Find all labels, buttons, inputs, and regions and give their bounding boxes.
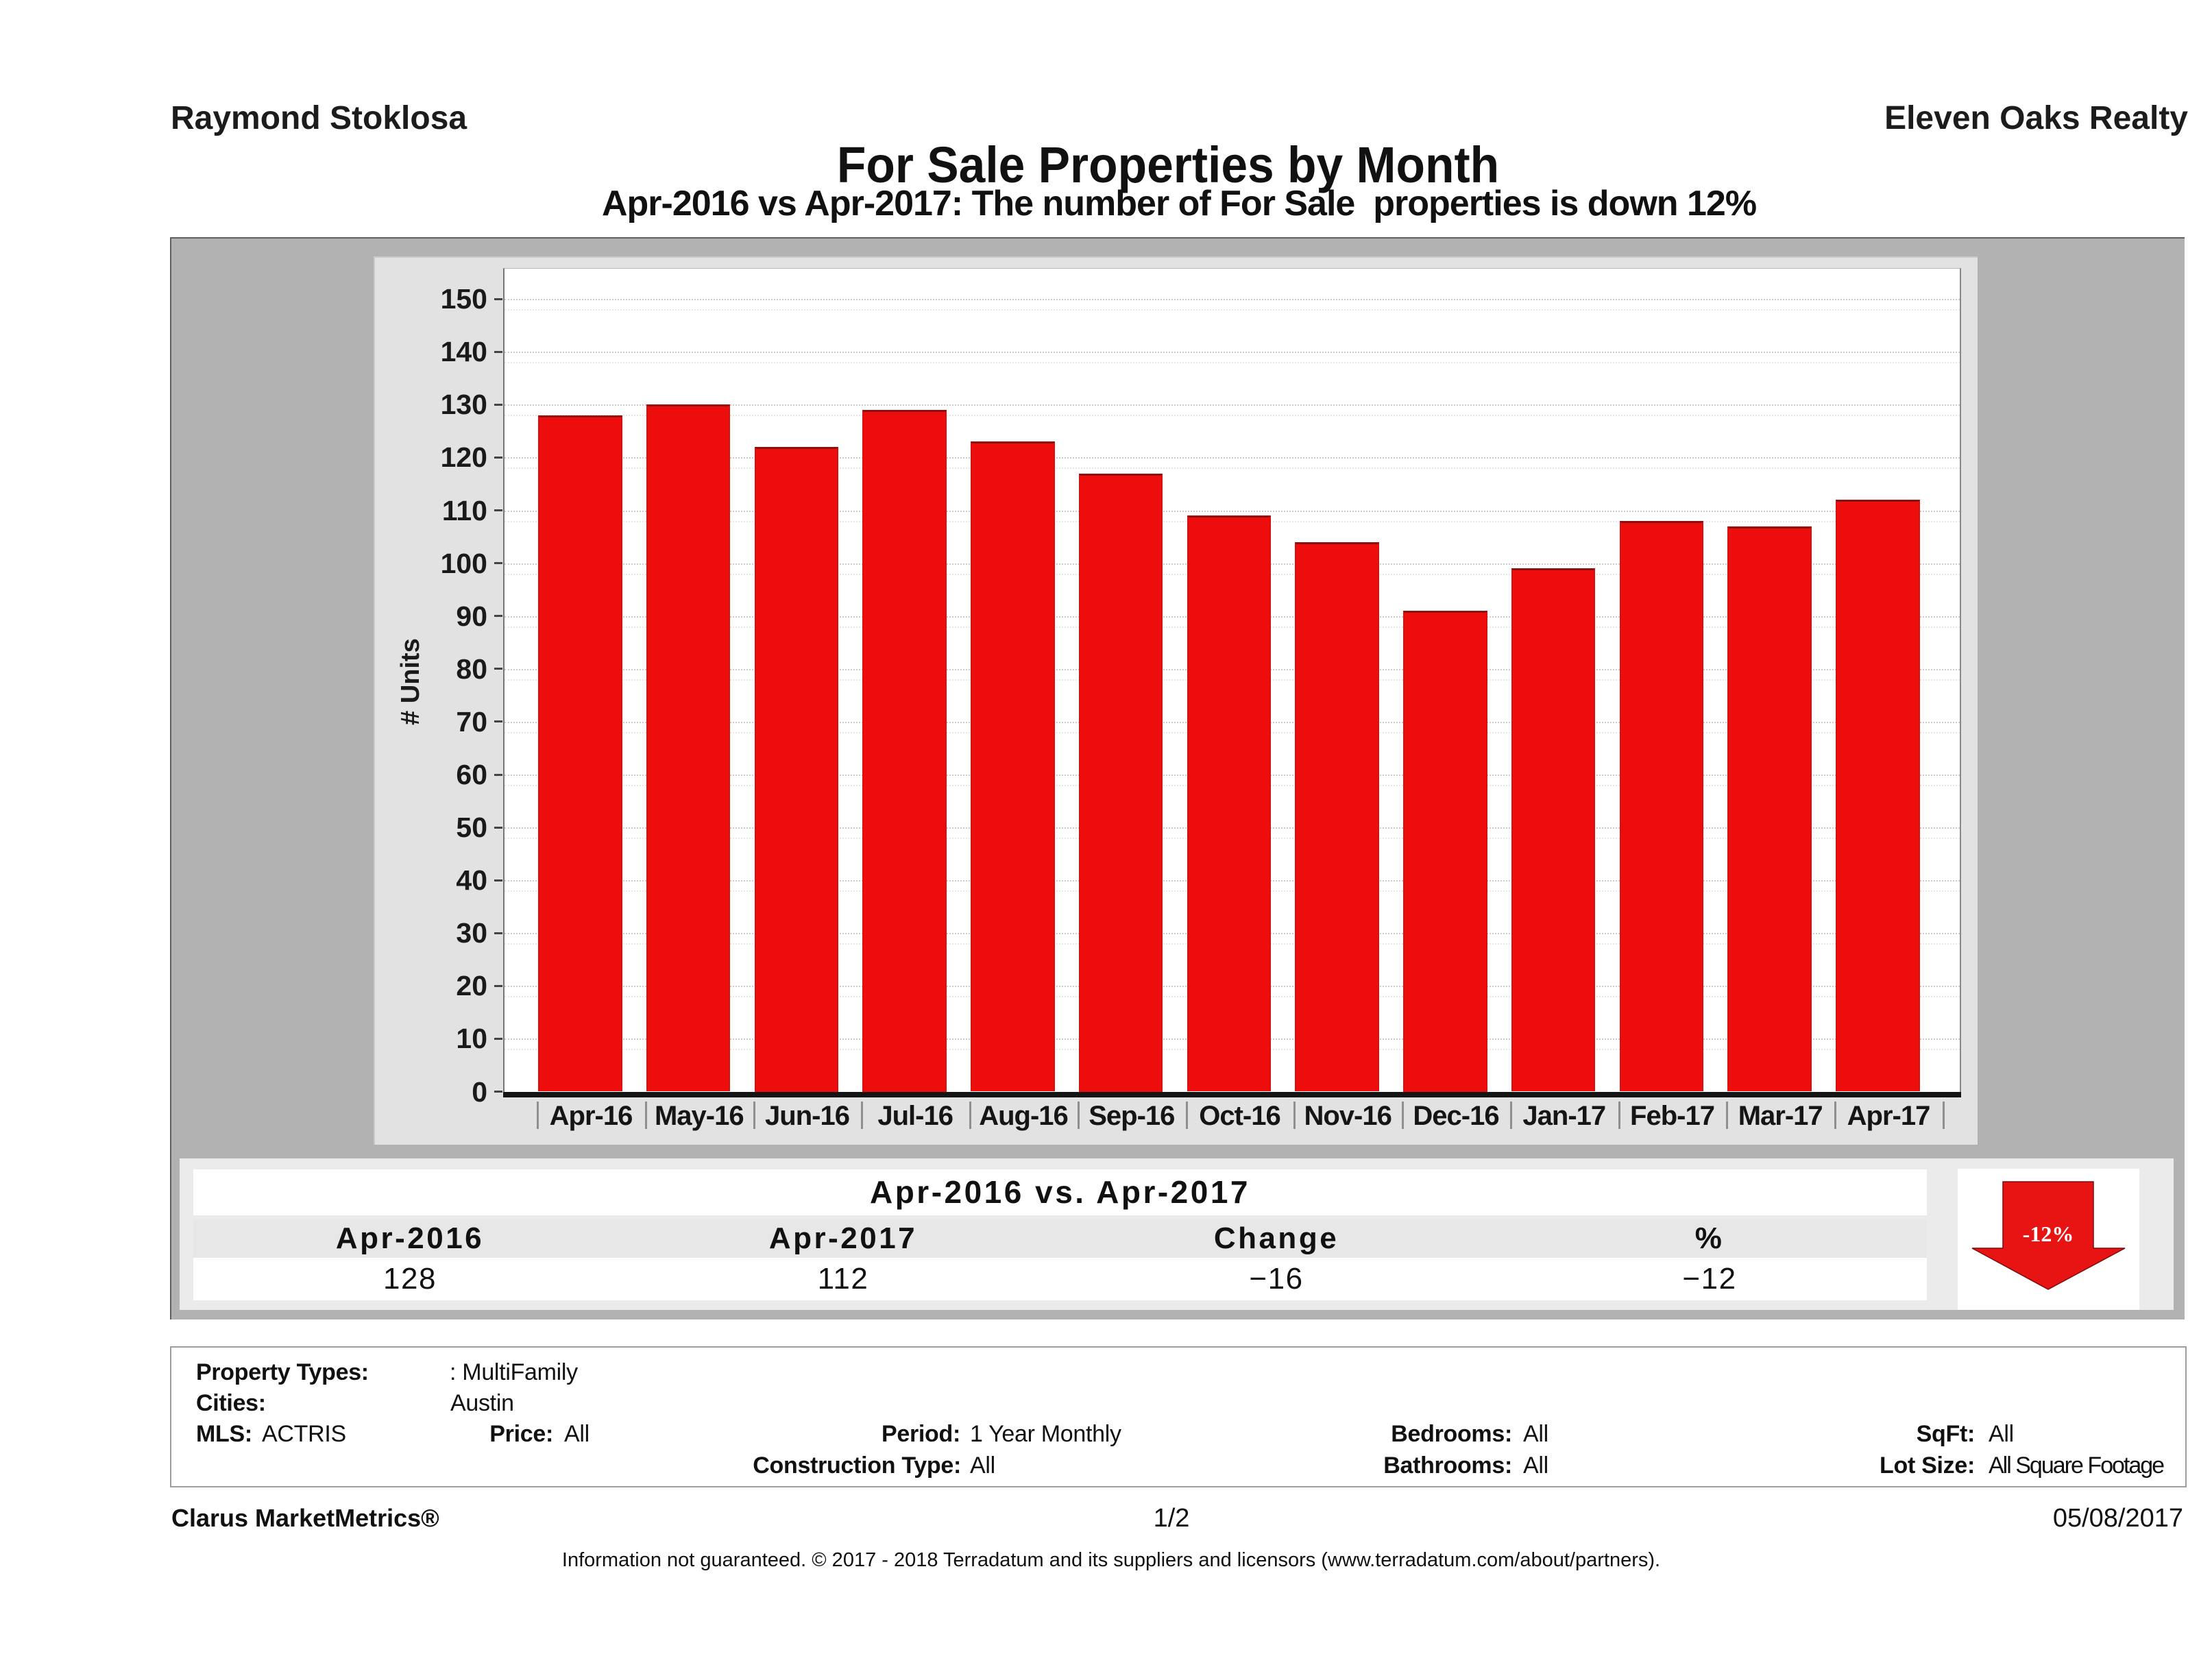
svg-text:-12%: -12% [2023,1221,2074,1246]
